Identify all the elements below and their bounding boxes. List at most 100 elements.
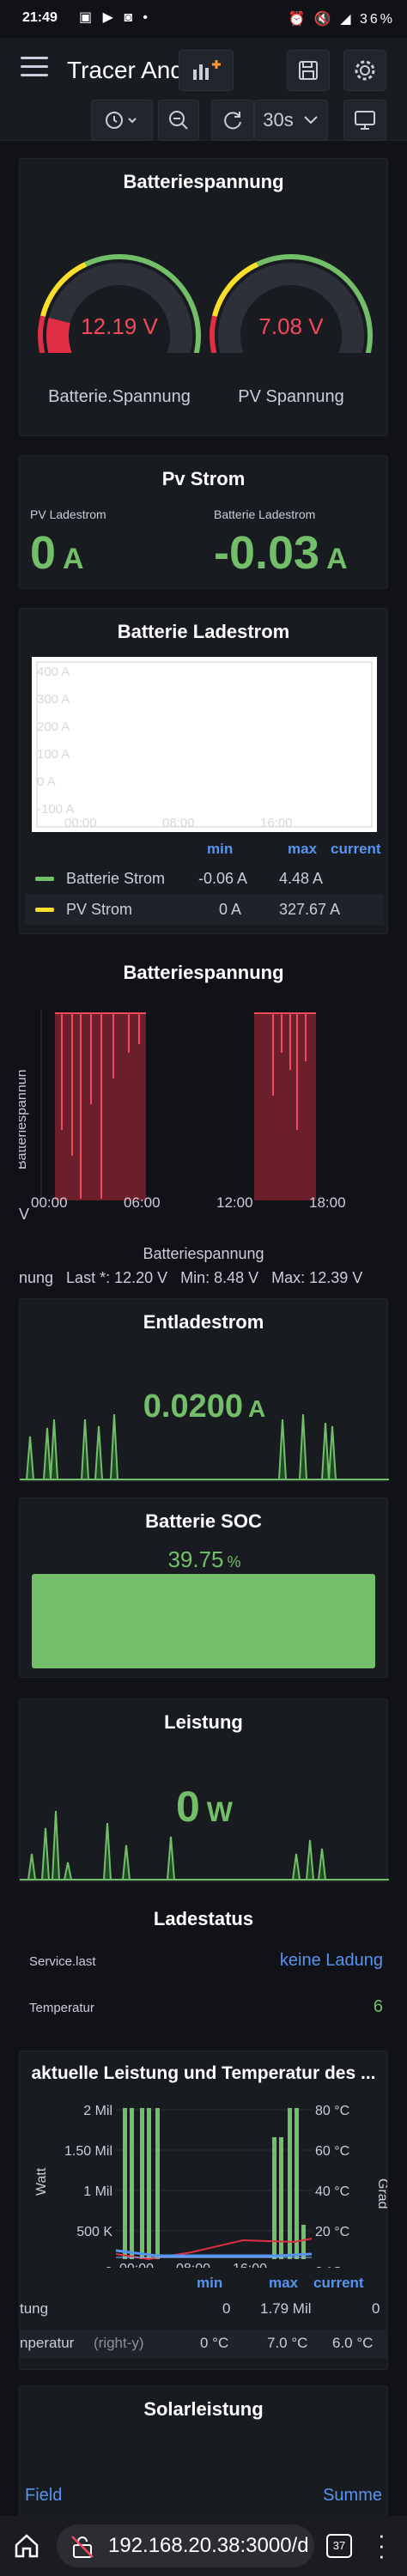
power-bar: [288, 2108, 292, 2259]
legend-row[interactable]: tung 0 1.79 Mil 0: [20, 2300, 387, 2330]
graph-legend: nung Last *: 12.20 V Min: 8.48 V Max: 12…: [19, 1269, 363, 1286]
series-min: 0 A: [219, 900, 242, 918]
battery-voltage-value: 12.19 V: [81, 313, 158, 339]
chevron-down-icon: [304, 116, 318, 125]
time-picker-button[interactable]: [91, 100, 153, 141]
refresh-button[interactable]: [211, 100, 254, 141]
stat-unit: A: [63, 543, 84, 575]
gauge-track: [218, 263, 364, 353]
browser-menu-icon[interactable]: · · ·: [378, 2522, 386, 2568]
power-bar: [279, 2137, 283, 2259]
y-right-tick-label: 60 °C: [315, 2144, 349, 2159]
panel-title: aktuelle Leistung und Temperatur des ...: [31, 2063, 376, 2083]
battery-charge-current-panel[interactable]: Batterie Ladestrom 400 A 300 A 200 A 100 A 0…: [19, 608, 388, 934]
menu-icon[interactable]: [21, 57, 48, 81]
save-dashboard-button[interactable]: [287, 50, 330, 91]
legend-header-max[interactable]: max: [269, 2275, 299, 2291]
power-bar: [155, 2108, 160, 2259]
charge-status-panel[interactable]: Ladestatus Service.last keine Ladung Tem…: [19, 1896, 388, 2033]
temperature-label: Temperatur: [29, 2001, 94, 2015]
status-icons-right: ⏰ 🔇 ◢ 36%: [288, 12, 395, 27]
battery-voltage-gauges-panel[interactable]: Batteriespannung 12.19 V Batterie.Spannu…: [19, 158, 388, 436]
status-icons-left: ▣ ▶ ◙ •: [79, 10, 152, 25]
add-panel-icon: [193, 60, 221, 80]
x-tick-label: 08:00: [162, 816, 195, 830]
insecure-lock-icon[interactable]: [70, 2535, 94, 2559]
solar-power-panel[interactable]: Solarleistung Field Summe: [19, 2385, 388, 2523]
legend-row[interactable]: nperatur (right-y) 0 °C 7.0 °C 6.0 °C: [20, 2330, 387, 2359]
aux-line: [115, 2249, 313, 2257]
legend-header-current[interactable]: current: [313, 2275, 364, 2291]
y-right-tick-label: 80 °C: [315, 2104, 349, 2118]
panel-title: Batterie SOC: [145, 1510, 262, 1532]
column-sum[interactable]: Summe: [323, 2486, 382, 2505]
power-bar: [130, 2108, 134, 2259]
power-bar: [147, 2108, 151, 2259]
zoom-out-button[interactable]: [158, 100, 199, 141]
x-tick-label: 12:00: [216, 1194, 253, 1207]
discharge-current-panel[interactable]: Entladestrom 0.0200 A: [19, 1298, 389, 1482]
soc-bar-track: [32, 1574, 375, 1668]
service-last-value: keine Ladung: [279, 1951, 383, 1970]
legend-row[interactable]: Batterie Strom -0.06 A 4.48 A: [25, 863, 384, 894]
home-icon[interactable]: [14, 2533, 39, 2559]
legend-header-min[interactable]: min: [197, 2275, 223, 2291]
series-current: 6.0 °C: [332, 2335, 374, 2351]
series-max: 327.67 A: [279, 900, 341, 918]
gauge-threshold-arc: [210, 315, 217, 353]
y-left-tick-label: 500 K: [76, 2225, 112, 2239]
url-field[interactable]: 192.168.20.38:3000/d: [57, 2524, 314, 2567]
temperature-value: 6: [373, 1997, 383, 2016]
tab-count-button[interactable]: 37: [326, 2534, 352, 2558]
stat-unit: W: [206, 1796, 233, 1827]
sparkline-spike: [80, 1419, 90, 1480]
gauge-threshold-arc: [211, 262, 259, 317]
series-name: tung: [20, 2300, 49, 2317]
y-tick-label: 200 A: [37, 720, 70, 734]
power-temperature-panel[interactable]: aktuelle Leistung und Temperatur des ...…: [19, 2050, 388, 2370]
series-max: 4.48 A: [279, 869, 324, 887]
y-tick-label: 0 A: [37, 775, 56, 789]
legend-row[interactable]: PV Strom 0 A 327.67 A: [25, 894, 384, 925]
battery-charge-current-label: Batterie Ladestrom: [214, 507, 316, 521]
gauge-threshold-arc: [84, 254, 201, 353]
tv-mode-button[interactable]: [343, 100, 386, 141]
refresh-interval-select[interactable]: 30s: [254, 100, 328, 141]
stat-number: -0.03: [214, 527, 320, 579]
stat-number: 0: [175, 1783, 200, 1831]
status-time: 21:49: [22, 10, 58, 25]
dashboard-header: Tracer Andy 30s: [0, 38, 407, 141]
sparkline-spike: [27, 1853, 37, 1880]
sparkline-spike: [109, 1413, 119, 1480]
y-left-tick-label: 1 Mil: [83, 2184, 112, 2199]
x-tick-label: 08:00: [176, 2262, 210, 2268]
service-last-label: Service.last: [29, 1954, 96, 1969]
y-left-tick-label: 0: [105, 2265, 112, 2268]
battery-soc-panel[interactable]: Batterie SOC 39.75%: [19, 1498, 388, 1678]
series-name: nperatur: [20, 2335, 75, 2351]
sparkline-spike: [42, 1427, 52, 1480]
sparkline-spike: [166, 1836, 176, 1880]
x-tick-label: 16:00: [260, 816, 293, 830]
add-panel-button[interactable]: [179, 50, 234, 91]
settings-button[interactable]: [343, 50, 386, 91]
x-tick-label: 06:00: [124, 1194, 161, 1207]
pv-voltage-value: 7.08 V: [258, 313, 324, 339]
legend-header-max[interactable]: max: [288, 841, 318, 857]
dashboard-title[interactable]: Tracer Andy: [67, 57, 196, 83]
power-bar: [295, 2108, 299, 2259]
url-text: 192.168.20.38:3000/d: [108, 2534, 309, 2557]
column-field[interactable]: Field: [25, 2486, 63, 2505]
legend-header-current[interactable]: current: [331, 841, 381, 857]
stat-unit: A: [326, 543, 348, 575]
power-temperature-chart: Watt Grad 2 Mil 1.50 Mil 1 Mil 500 K 0 80 °C 60 …: [34, 2104, 387, 2268]
stat-number: 0: [30, 527, 57, 579]
legend-header-min[interactable]: min: [207, 841, 234, 857]
temperature-line: [115, 2238, 313, 2261]
battery-voltage-graph-panel[interactable]: Batteriespannung Batteriespannun 00:00 06…: [19, 950, 388, 1286]
series-name: PV Strom: [66, 900, 133, 918]
y-tick-label: 300 A: [37, 692, 70, 707]
